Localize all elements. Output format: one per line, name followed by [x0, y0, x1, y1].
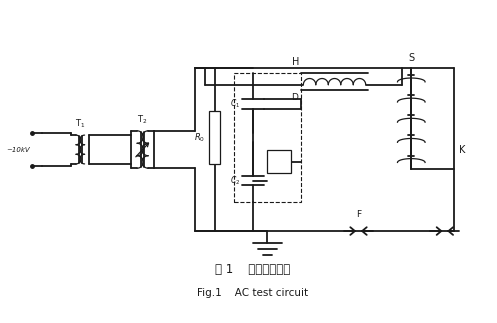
- Text: Fig.1    AC test circuit: Fig.1 AC test circuit: [197, 288, 309, 298]
- Bar: [209, 111, 220, 164]
- Text: K: K: [459, 144, 466, 154]
- Text: T$_1$: T$_1$: [75, 118, 85, 130]
- Text: $C_2$: $C_2$: [230, 174, 240, 187]
- Text: 图 1    交流试验接线: 图 1 交流试验接线: [215, 263, 291, 276]
- Text: H: H: [292, 57, 300, 67]
- Bar: [234, 73, 301, 202]
- Bar: [267, 150, 291, 173]
- Text: D: D: [291, 92, 298, 101]
- Text: $R_0$: $R_0$: [194, 131, 205, 144]
- Text: S: S: [408, 53, 414, 63]
- Text: ~10kV: ~10kV: [6, 147, 30, 152]
- Text: $C_1$: $C_1$: [230, 98, 240, 110]
- Text: F: F: [356, 210, 361, 219]
- Text: T$_2$: T$_2$: [138, 113, 148, 126]
- Text: Y: Y: [277, 157, 282, 166]
